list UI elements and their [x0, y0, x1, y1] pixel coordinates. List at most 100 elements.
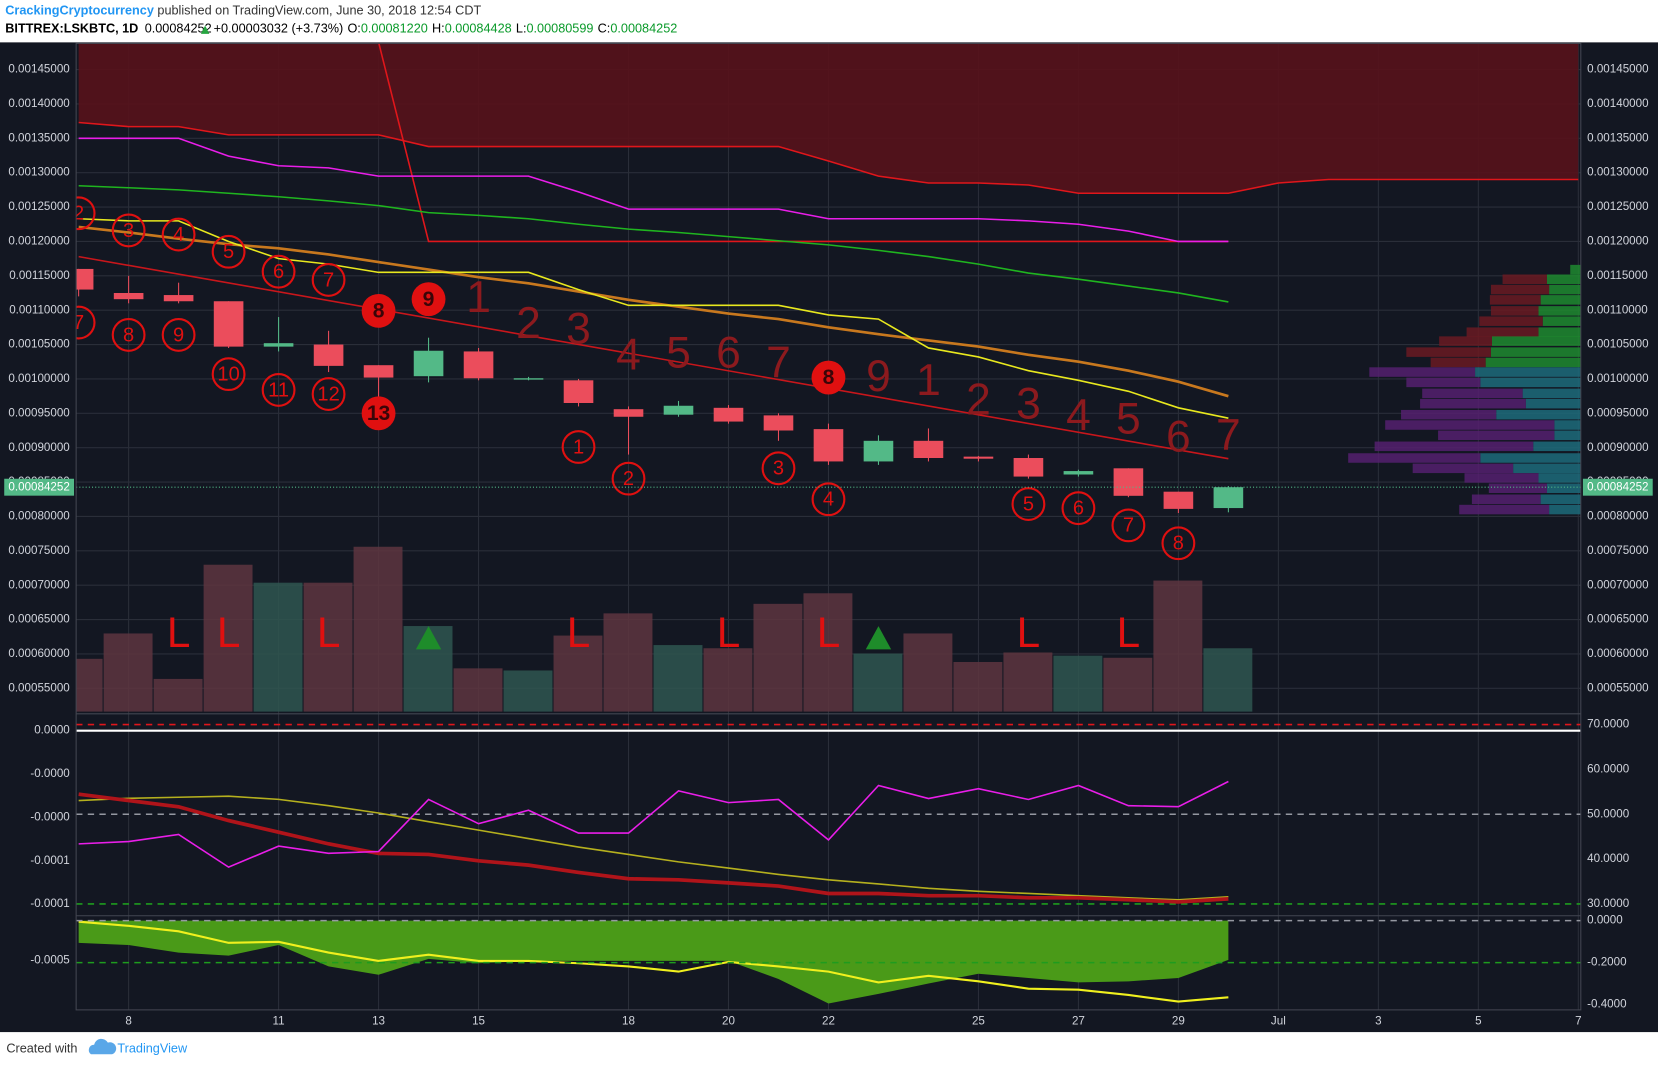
y-tick-label-right: 0.00095000 [1587, 406, 1649, 419]
candle-body [363, 365, 394, 378]
published: published on TradingView.com, June 30, 2… [154, 4, 482, 18]
count-circle [76, 196, 96, 231]
y-tick-label: 0.00065000 [8, 613, 70, 626]
y-tick-label: 0.00060000 [8, 647, 70, 660]
count-label: 8 [123, 324, 134, 346]
y2-tick-label: 50.0000 [1587, 807, 1630, 820]
c-value: 0.00084252 [610, 22, 677, 36]
volume-profile-bar [1546, 483, 1581, 494]
count-label: L [217, 609, 241, 656]
volume-bar [203, 564, 253, 712]
volume-profile-bar [1479, 316, 1543, 326]
count-label: L [817, 609, 841, 656]
y-tick-label-right: 0.00090000 [1587, 441, 1649, 454]
volume-bar [76, 658, 103, 712]
volume-profile-bar [1549, 284, 1581, 295]
volume-bar [103, 633, 153, 712]
signal-triangle [865, 626, 892, 650]
footer-logo[interactable] [88, 1038, 117, 1055]
volume-bar [1003, 652, 1053, 712]
y-tick-label-right: 0.00110000 [1587, 303, 1648, 316]
candle-body [913, 440, 944, 459]
volume-profile-bar [1464, 473, 1539, 483]
count-label: 4 [823, 489, 834, 511]
count-label: 13 [367, 402, 391, 425]
footer-created: Created with [6, 1041, 77, 1055]
volume-profile-bar [1485, 357, 1581, 368]
y-tick-label: 0.00120000 [8, 235, 70, 248]
count-label: 8 [1173, 533, 1184, 555]
oscillator-line [78, 795, 1229, 901]
candle-body [563, 380, 594, 404]
x-tick-label: 15 [472, 1015, 485, 1028]
volume-profile-bar [1540, 494, 1581, 505]
volume-profile-bar [1489, 295, 1541, 305]
symbol: BITTREX:LSKBTC, 1D [5, 22, 138, 36]
count-circle [1161, 526, 1196, 561]
volume-profile-bar [1490, 306, 1539, 316]
candle-body [263, 343, 294, 347]
y-tick-label: 0.00070000 [8, 578, 70, 591]
count-label: 1 [466, 273, 491, 322]
author[interactable]: CrackingCryptocurrency [5, 4, 154, 18]
volume-bar [1153, 580, 1203, 712]
y-tick-label-right: 0.00125000 [1587, 200, 1649, 213]
volume-profile-bar [1401, 409, 1497, 420]
count-circle [611, 461, 646, 496]
y-tick-label-right: 0.00055000 [1587, 681, 1649, 694]
last-price-label-right: 0.00084252 [1587, 480, 1648, 493]
last-price-box-right [1582, 478, 1653, 496]
volume-bar [903, 633, 953, 712]
y-tick-label: -0.0005 [30, 953, 69, 966]
indicator-line [78, 217, 1229, 419]
count-label: 1 [573, 436, 584, 458]
up-arrow [200, 25, 210, 34]
count-circle [761, 451, 796, 486]
count-circle [161, 318, 196, 352]
y-tick-label: 0.00145000 [8, 63, 70, 76]
volume-bar [503, 670, 553, 712]
candle-body [1063, 471, 1094, 475]
count-label: 3 [773, 458, 784, 480]
count-circle [211, 234, 246, 269]
volume-bar [603, 613, 653, 712]
candle-body [863, 440, 894, 462]
y-tick-label-right: 0.00145000 [1587, 63, 1649, 76]
count-label: 10 [217, 363, 239, 385]
count-circle [361, 293, 396, 328]
footer-brand[interactable]: TradingView [117, 1041, 188, 1055]
oscillator-line [78, 780, 1229, 869]
candle-body [1213, 487, 1244, 509]
volume-bar [703, 648, 753, 712]
count-label: 8 [373, 300, 385, 323]
o-value: 0.00081220 [361, 22, 428, 36]
y2-tick-label: 0.0000 [1587, 914, 1623, 927]
y-tick-label-right: 0.00115000 [1587, 269, 1648, 282]
y-tick-label: 0.00100000 [8, 372, 70, 385]
volume-profile-bar [1480, 377, 1581, 388]
candle-body [1163, 491, 1194, 509]
signal-triangle [415, 626, 442, 650]
y-tick-label: -0.0001 [30, 897, 69, 910]
volume-profile-bar [1488, 483, 1547, 494]
l-label: L: [516, 22, 527, 36]
x-tick-label: 22 [822, 1015, 835, 1028]
y-tick-label-right: 0.00060000 [1587, 647, 1649, 660]
count-label: 9 [423, 288, 435, 311]
volume-profile-bar [1459, 504, 1550, 515]
y-tick-label-right: 0.00120000 [1587, 235, 1649, 248]
count-label: 12 [317, 383, 339, 405]
count-label: L [1117, 609, 1141, 656]
count-label: 4 [1066, 391, 1091, 440]
x-tick-label: Jul [1271, 1015, 1286, 1028]
indicator-line [78, 121, 1579, 195]
volume-profile-bar [1540, 295, 1581, 305]
y2-tick-label: -0.2000 [1587, 956, 1627, 969]
count-label: 2 [966, 375, 991, 424]
y-tick-label: 0.00095000 [8, 406, 70, 419]
count-circle [311, 263, 346, 297]
count-label: L [567, 609, 591, 656]
count-circle [111, 213, 146, 248]
volume-profile-bar [1430, 357, 1486, 368]
